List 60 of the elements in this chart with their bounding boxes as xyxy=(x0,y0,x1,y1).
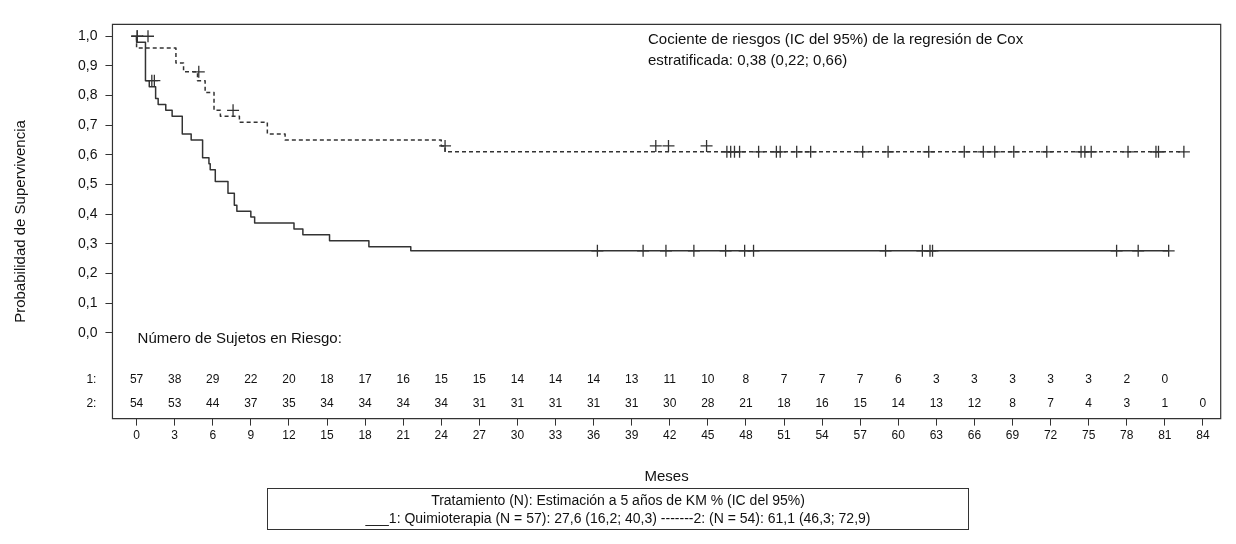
x-tick-label: 72 xyxy=(1043,428,1058,443)
x-tick-label: 45 xyxy=(701,428,715,443)
x-tick-label: 9 xyxy=(247,428,255,443)
y-tick-label: 1,0 xyxy=(77,27,98,44)
y-tick-label: 0,6 xyxy=(77,145,98,162)
x-tick-label: 36 xyxy=(586,428,601,443)
x-tick-label: 21 xyxy=(396,428,411,443)
point xyxy=(141,29,155,43)
point xyxy=(751,145,766,159)
x-tick-label: 48 xyxy=(739,428,753,443)
x-tick-label: 78 xyxy=(1120,428,1134,443)
x-tick-label: 81 xyxy=(1158,428,1172,443)
x-axis-title: Meses xyxy=(644,467,689,485)
x-tick-label: 84 xyxy=(1196,428,1210,443)
y-tick-label: 0,2 xyxy=(77,264,98,281)
x-tick-label: 51 xyxy=(777,428,791,443)
x-tick-label: 24 xyxy=(434,428,449,443)
x-tick-label: 42 xyxy=(663,428,677,443)
x-tick-label: 66 xyxy=(967,428,982,443)
x-tick-label: 12 xyxy=(282,428,296,443)
point xyxy=(661,139,676,153)
x-tick-label: 6 xyxy=(209,428,217,443)
point xyxy=(226,103,240,117)
point xyxy=(976,145,990,159)
text: ___1: Quimioterapia (N = 57): 27,6 (16,2; 40,3) -------2: (N = 54): 61,1 (46,3; 72,9) xyxy=(364,509,872,527)
text: 1: 57 38 29 22 20 18 17 16 15 15 14 14 14 13 11 10 8 7 7 7 6 3 3 3 3 3 2 0 xyxy=(86,371,1169,386)
y-tick-label: 0,5 xyxy=(77,175,98,192)
point xyxy=(856,145,870,159)
y-tick-label: 0,8 xyxy=(77,86,98,103)
text: 2: 54 53 44 37 35 34 34 34 34 31 31 31 31 31 30 28 21 18 16 15 14 13 12 8 7 4 3 1 0 xyxy=(86,395,1207,410)
point xyxy=(1177,145,1191,159)
x-tick-label: 30 xyxy=(510,428,525,443)
x-tick-label: 69 xyxy=(1005,428,1020,443)
x-tick-label: 0 xyxy=(133,428,141,443)
x-tick-label: 33 xyxy=(548,428,563,443)
point xyxy=(773,145,787,159)
x-tick-label: 39 xyxy=(624,428,639,443)
legend-title: Tratamiento (N): Estimación a 5 años de KM % (IC del 95%) xyxy=(430,491,806,509)
y-axis-title: Probabilidad de Supervivencia xyxy=(11,119,29,323)
x-tick-label: 15 xyxy=(320,428,334,443)
y-tick-label: 0,9 xyxy=(77,56,98,73)
x-tick-label: 75 xyxy=(1082,428,1096,443)
point xyxy=(1121,145,1135,159)
x-tick-label: 60 xyxy=(891,428,906,443)
x-tick-label: 54 xyxy=(815,428,830,443)
x-tick-label: 18 xyxy=(358,428,373,443)
annotation: Número de Sujetos en Riesgo: xyxy=(137,328,342,346)
annotation: Cociente de riesgos (IC del 95%) de la regresión de Cox estratificada: 0,38 (0,22; 0,66) xyxy=(648,29,1025,70)
x-tick-label: 57 xyxy=(853,428,868,443)
y-tick-label: 0,0 xyxy=(77,323,98,340)
point xyxy=(988,145,1002,159)
y-tick-label: 0,4 xyxy=(77,204,98,221)
x-tick-label: 3 xyxy=(171,428,179,443)
y-tick-label: 0,7 xyxy=(77,116,98,133)
point xyxy=(649,139,663,153)
y-tick-label: 0,3 xyxy=(77,234,98,251)
y-tick-label: 0,1 xyxy=(77,293,98,310)
point xyxy=(699,139,714,153)
x-tick-label: 27 xyxy=(472,428,487,443)
x-tick-label: 63 xyxy=(929,428,944,443)
